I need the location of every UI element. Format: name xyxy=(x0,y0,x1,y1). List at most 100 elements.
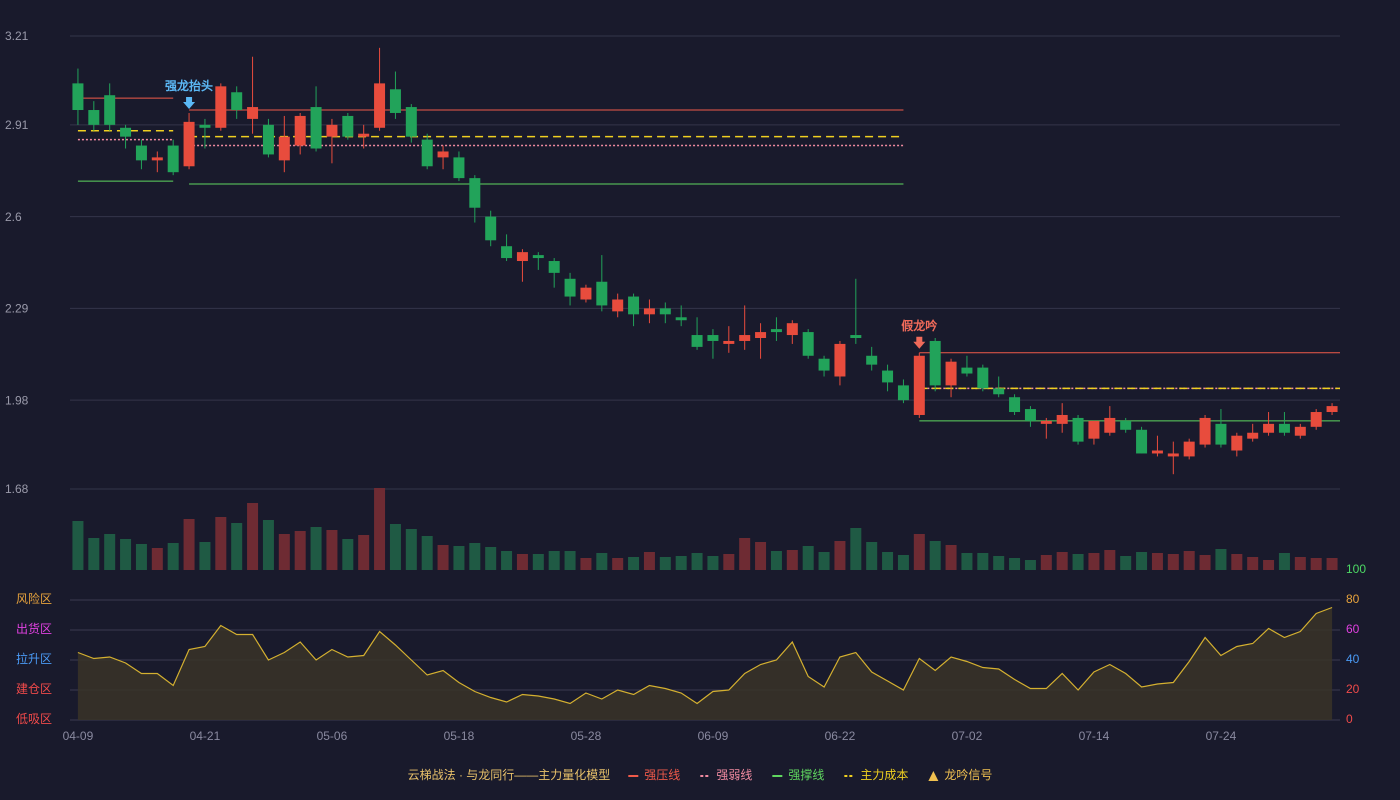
candle-body xyxy=(1072,417,1084,442)
candle-body xyxy=(278,136,290,161)
candle-body xyxy=(1231,435,1243,451)
x-tick-label: 05-06 xyxy=(317,729,348,743)
x-tick-label: 05-28 xyxy=(571,729,602,743)
volume-bar xyxy=(72,521,84,570)
volume-bar xyxy=(453,546,465,570)
legend-label: 强弱线 xyxy=(716,768,752,782)
candle-body xyxy=(977,367,989,389)
x-tick-label: 07-14 xyxy=(1079,729,1110,743)
volume-bar xyxy=(628,557,640,570)
candle-body xyxy=(866,355,878,365)
volume-bar xyxy=(961,553,973,570)
candle-body xyxy=(612,299,624,312)
legend-title: 云梯战法 · 与龙同行——主力量化模型 xyxy=(408,768,611,782)
x-tick-label: 04-09 xyxy=(63,729,94,743)
candle-body xyxy=(88,110,100,125)
candle-body xyxy=(755,332,767,338)
volume-bar xyxy=(151,548,163,570)
candle-body xyxy=(1310,412,1322,427)
indicator-line xyxy=(77,606,1333,705)
volume-bar xyxy=(723,554,735,570)
candle-body xyxy=(485,216,497,241)
candle-body xyxy=(1136,429,1148,454)
candle-body xyxy=(723,340,735,344)
volume-bar xyxy=(818,552,830,570)
volume-bar xyxy=(532,554,544,570)
volume-bar xyxy=(945,545,957,570)
y-tick-label: 2.6 xyxy=(5,210,22,224)
y-tick-label: 1.98 xyxy=(5,393,29,407)
volume-bar xyxy=(120,539,132,570)
candle-body xyxy=(72,83,84,111)
volume-bar xyxy=(1088,553,1100,570)
candle-body xyxy=(818,358,830,371)
volume-bar xyxy=(786,550,798,570)
volume-bar xyxy=(1024,560,1036,570)
volume-bar xyxy=(516,554,528,570)
volume-bar xyxy=(135,544,147,570)
volume-bar xyxy=(278,534,290,570)
legend-label: 龙吟信号 xyxy=(944,767,992,782)
candle-body xyxy=(104,95,116,125)
volume-bar xyxy=(897,555,909,570)
volume-bar xyxy=(659,557,671,570)
volume-bar xyxy=(977,553,989,570)
volume-bar xyxy=(1247,557,1259,570)
candle-body xyxy=(834,343,846,377)
candle-body xyxy=(1151,450,1163,454)
candle-body xyxy=(389,89,401,113)
volume-bar xyxy=(1104,550,1116,570)
legend-swatch xyxy=(928,771,939,781)
volume-bar xyxy=(882,552,894,570)
candle-body xyxy=(326,124,338,137)
candle-body xyxy=(643,308,655,315)
volume-bar xyxy=(564,551,576,570)
candle-body xyxy=(1104,417,1116,433)
y-tick-label: 3.21 xyxy=(5,29,29,43)
y-tick-label: 2.29 xyxy=(5,302,29,316)
volume-bar xyxy=(993,556,1005,570)
candle-body xyxy=(151,157,163,161)
candle-body xyxy=(374,83,386,128)
candle-body xyxy=(707,335,719,341)
candle-body xyxy=(786,323,798,336)
candle-body xyxy=(739,335,751,341)
volume-bar xyxy=(183,519,195,570)
candle-body xyxy=(294,115,306,146)
y-tick-label: 100 xyxy=(1346,562,1366,576)
candle-body xyxy=(1199,417,1211,445)
volume-bar xyxy=(913,534,925,570)
candle-body xyxy=(358,133,370,137)
candle-body xyxy=(961,367,973,374)
volume-bar xyxy=(231,523,243,570)
candle-body xyxy=(1009,397,1021,413)
volume-bar xyxy=(374,488,386,570)
volume-bar xyxy=(1009,558,1021,570)
volume-bar xyxy=(1199,555,1211,570)
volume-bar xyxy=(342,539,354,570)
candle-body xyxy=(675,317,687,321)
volume-bar xyxy=(1215,549,1227,570)
candle-body xyxy=(421,139,433,167)
volume-bar xyxy=(834,541,846,570)
volume-bar xyxy=(1072,554,1084,570)
candle-body xyxy=(516,252,528,262)
volume-bar xyxy=(755,542,767,570)
candle-body xyxy=(882,370,894,383)
volume-bar xyxy=(104,534,116,570)
volume-bar xyxy=(1326,558,1338,570)
y-tick-label: 1.68 xyxy=(5,482,29,496)
volume-bar xyxy=(770,551,782,570)
candle-body xyxy=(405,107,417,137)
candle-body xyxy=(1278,423,1290,433)
candle-body xyxy=(691,335,703,347)
candle-body xyxy=(580,287,592,300)
zone-label: 拉升区 xyxy=(16,651,52,666)
volume-bar xyxy=(612,558,624,570)
candle-body xyxy=(850,335,862,338)
zone-label: 风险区 xyxy=(16,591,52,606)
volume-bar xyxy=(389,524,401,570)
volume-bar xyxy=(1183,551,1195,570)
